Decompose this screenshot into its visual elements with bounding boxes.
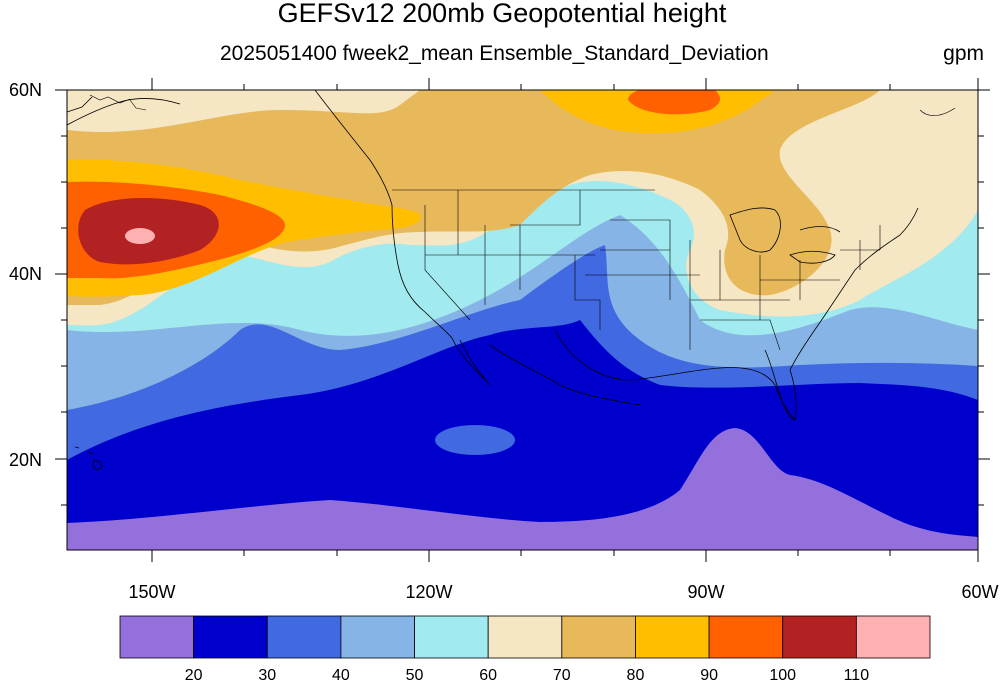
colorbar-swatch-6 (561, 615, 636, 659)
colorbar-swatch-8 (708, 615, 784, 659)
colorbar-swatch-7 (635, 615, 710, 659)
contour-fill-layer (67, 90, 978, 550)
map-subtitle: 2025051400 fweek2_mean Ensemble_Standard… (220, 42, 769, 65)
colorbar-swatch-5 (487, 615, 563, 659)
contour-band-90-100-north (628, 90, 720, 115)
lat-label-40n: 40N (9, 264, 42, 284)
colorbar-label-60: 60 (479, 667, 497, 683)
colorbar-label-80: 80 (627, 667, 645, 683)
colorbar-label-40: 40 (332, 667, 350, 683)
colorbar-label-90: 90 (700, 667, 718, 683)
colorbar-swatch-9 (782, 615, 857, 659)
colorbar: 20 30 40 50 60 70 80 90 100 110 (119, 615, 931, 683)
colorbar-label-110: 110 (844, 667, 870, 683)
lat-label-60n: 60N (9, 80, 42, 100)
colorbar-label-100: 100 (769, 667, 796, 683)
contour-band-70-80 (67, 90, 880, 305)
colorbar-swatch-1 (193, 615, 268, 659)
colorbar-swatch-10 (855, 615, 931, 659)
lon-label-90w: 90W (687, 582, 724, 602)
colorbar-label-50: 50 (406, 667, 424, 683)
lon-label-120w: 120W (405, 582, 452, 602)
colorbar-swatch-0 (119, 615, 195, 659)
colorbar-swatch-4 (414, 615, 489, 659)
colorbar-swatch-3 (340, 615, 415, 659)
arctic-coastline (89, 94, 956, 116)
colorbar-swatch-2 (266, 615, 342, 659)
colorbar-label-70: 70 (553, 667, 571, 683)
lon-label-150w: 150W (128, 582, 175, 602)
coastlines (67, 90, 919, 421)
units-label: gpm (943, 42, 984, 65)
colorbar-label-30: 30 (258, 667, 276, 683)
lon-label-60w: 60W (961, 582, 998, 602)
contour-band-below-20 (67, 428, 978, 550)
contour-band-above-110 (125, 228, 155, 244)
lat-label-20n: 20N (9, 450, 42, 470)
contour-blob-30-40 (435, 425, 515, 455)
state-boundaries (392, 189, 881, 351)
axis-ticks (55, 78, 990, 562)
map-title: GEFSv12 200mb Geopotential height (277, 0, 727, 28)
hawaii-islands (74, 446, 103, 471)
colorbar-label-20: 20 (185, 667, 203, 683)
